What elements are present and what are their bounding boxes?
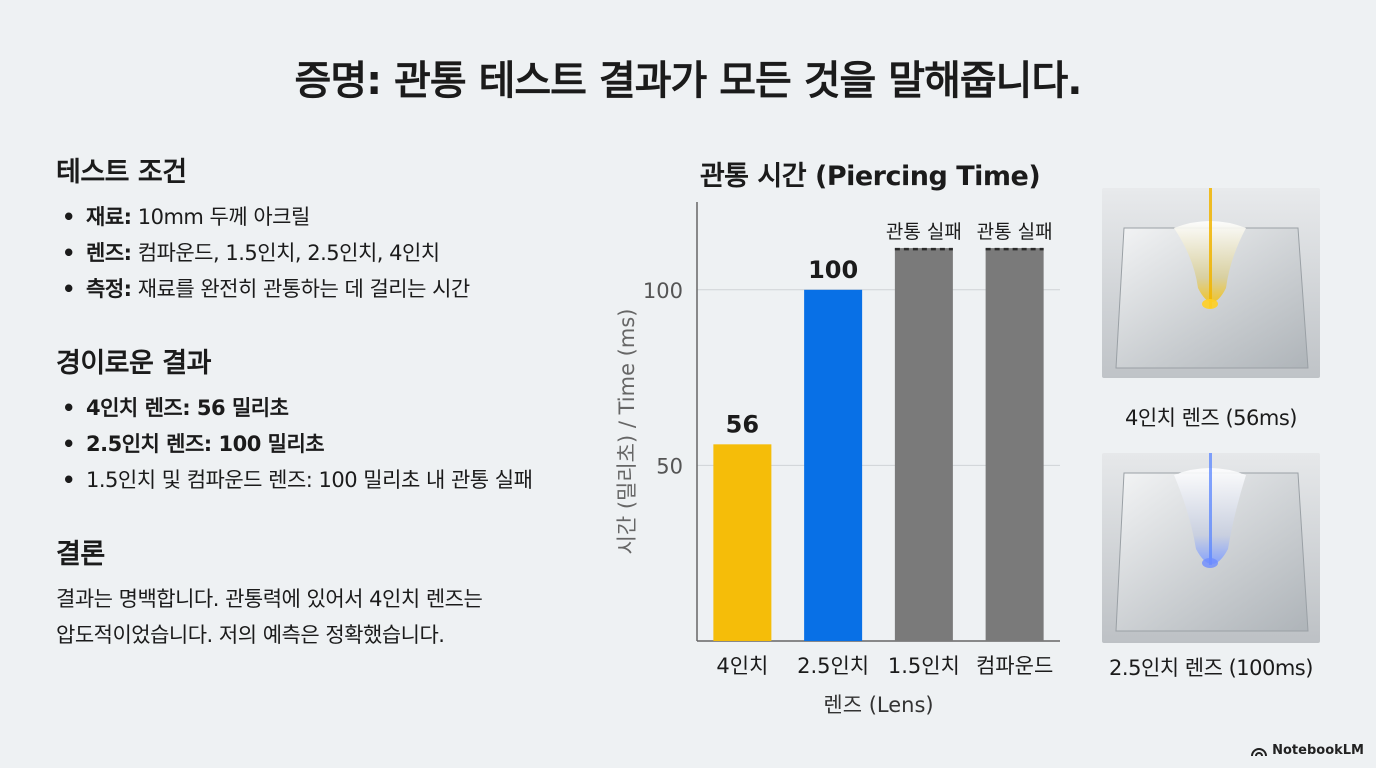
photo-caption: 2.5인치 렌즈 (100ms) xyxy=(1109,656,1313,680)
page-title: 증명: 관통 테스트 결과가 모든 것을 말해줍니다. xyxy=(294,58,1083,104)
bar xyxy=(713,444,772,641)
conditions-heading: 테스트 조건 xyxy=(56,157,187,188)
x-tick-label: 컴파운드 xyxy=(976,654,1053,678)
data-label: 100 xyxy=(808,256,858,284)
results-list: 4인치 렌즈: 56 밀리초 2.5인치 렌즈: 100 밀리초 1.5인치 및… xyxy=(56,390,616,498)
conditions-list: 재료: 10mm 두께 아크릴 렌즈: 컴파운드, 1.5인치, 2.5인치, … xyxy=(56,199,616,307)
results-heading: 경이로운 결과 xyxy=(56,348,211,379)
x-tick-label: 1.5인치 xyxy=(888,654,960,678)
list-item: 1.5인치 및 컴파운드 렌즈: 100 밀리초 내 관통 실패 xyxy=(56,462,616,498)
bar xyxy=(804,289,863,641)
bar xyxy=(894,248,953,641)
list-item: 렌즈: 컴파운드, 1.5인치, 2.5인치, 4인치 xyxy=(56,235,616,271)
photo-4inch xyxy=(1102,188,1320,378)
bar-chart: 50 100 56 4인치 100 2.5인치 관통 실패 1.5인치 관통 실패컴파운드렌즈 … xyxy=(615,202,1060,717)
list-item: 2.5인치 렌즈: 100 밀리초 xyxy=(56,426,616,462)
list-item: 재료: 10mm 두께 아크릴 xyxy=(56,199,616,235)
list-item: 4인치 렌즈: 56 밀리초 xyxy=(56,390,616,426)
y-axis-label: 시간 (밀리초) / Time (ms) xyxy=(615,309,639,555)
list-item: 측정: 재료를 완전히 관통하는 데 걸리는 시간 xyxy=(56,271,616,307)
left-panel: 테스트 조건 재료: 10mm 두께 아크릴 렌즈: 컴파운드, 1.5인치, … xyxy=(56,150,616,653)
y-tick-label: 50 xyxy=(656,454,683,478)
x-tick-label: 4인치 xyxy=(716,654,768,678)
bar xyxy=(985,248,1044,641)
data-label: 관통 실패 xyxy=(977,221,1053,243)
conclusion-text: 결과는 명백합니다. 관통력에 있어서 4인치 렌즈는 압도적이었습니다. 저의… xyxy=(56,587,483,647)
photo-caption: 4인치 렌즈 (56ms) xyxy=(1125,406,1298,430)
conclusion-heading: 결론 xyxy=(56,539,105,570)
beam-4inch xyxy=(1209,188,1212,308)
chart-title: 관통 시간 (Piercing Time) xyxy=(699,161,1041,192)
data-label: 56 xyxy=(726,410,759,438)
brand-badge: NotebookLM xyxy=(1251,743,1364,758)
photo-2-5inch xyxy=(1102,453,1320,643)
y-tick-label: 100 xyxy=(643,279,683,303)
data-label: 관통 실패 xyxy=(886,221,962,243)
notebooklm-logo-icon xyxy=(1251,747,1268,756)
x-axis-label: 렌즈 (Lens) xyxy=(823,693,933,717)
x-tick-label: 2.5인치 xyxy=(797,654,869,678)
beam-2-5inch xyxy=(1209,453,1212,565)
chart-container: 관통 시간 (Piercing Time) 50 100 56 4인치 100 2.5인치… xyxy=(600,140,1070,730)
